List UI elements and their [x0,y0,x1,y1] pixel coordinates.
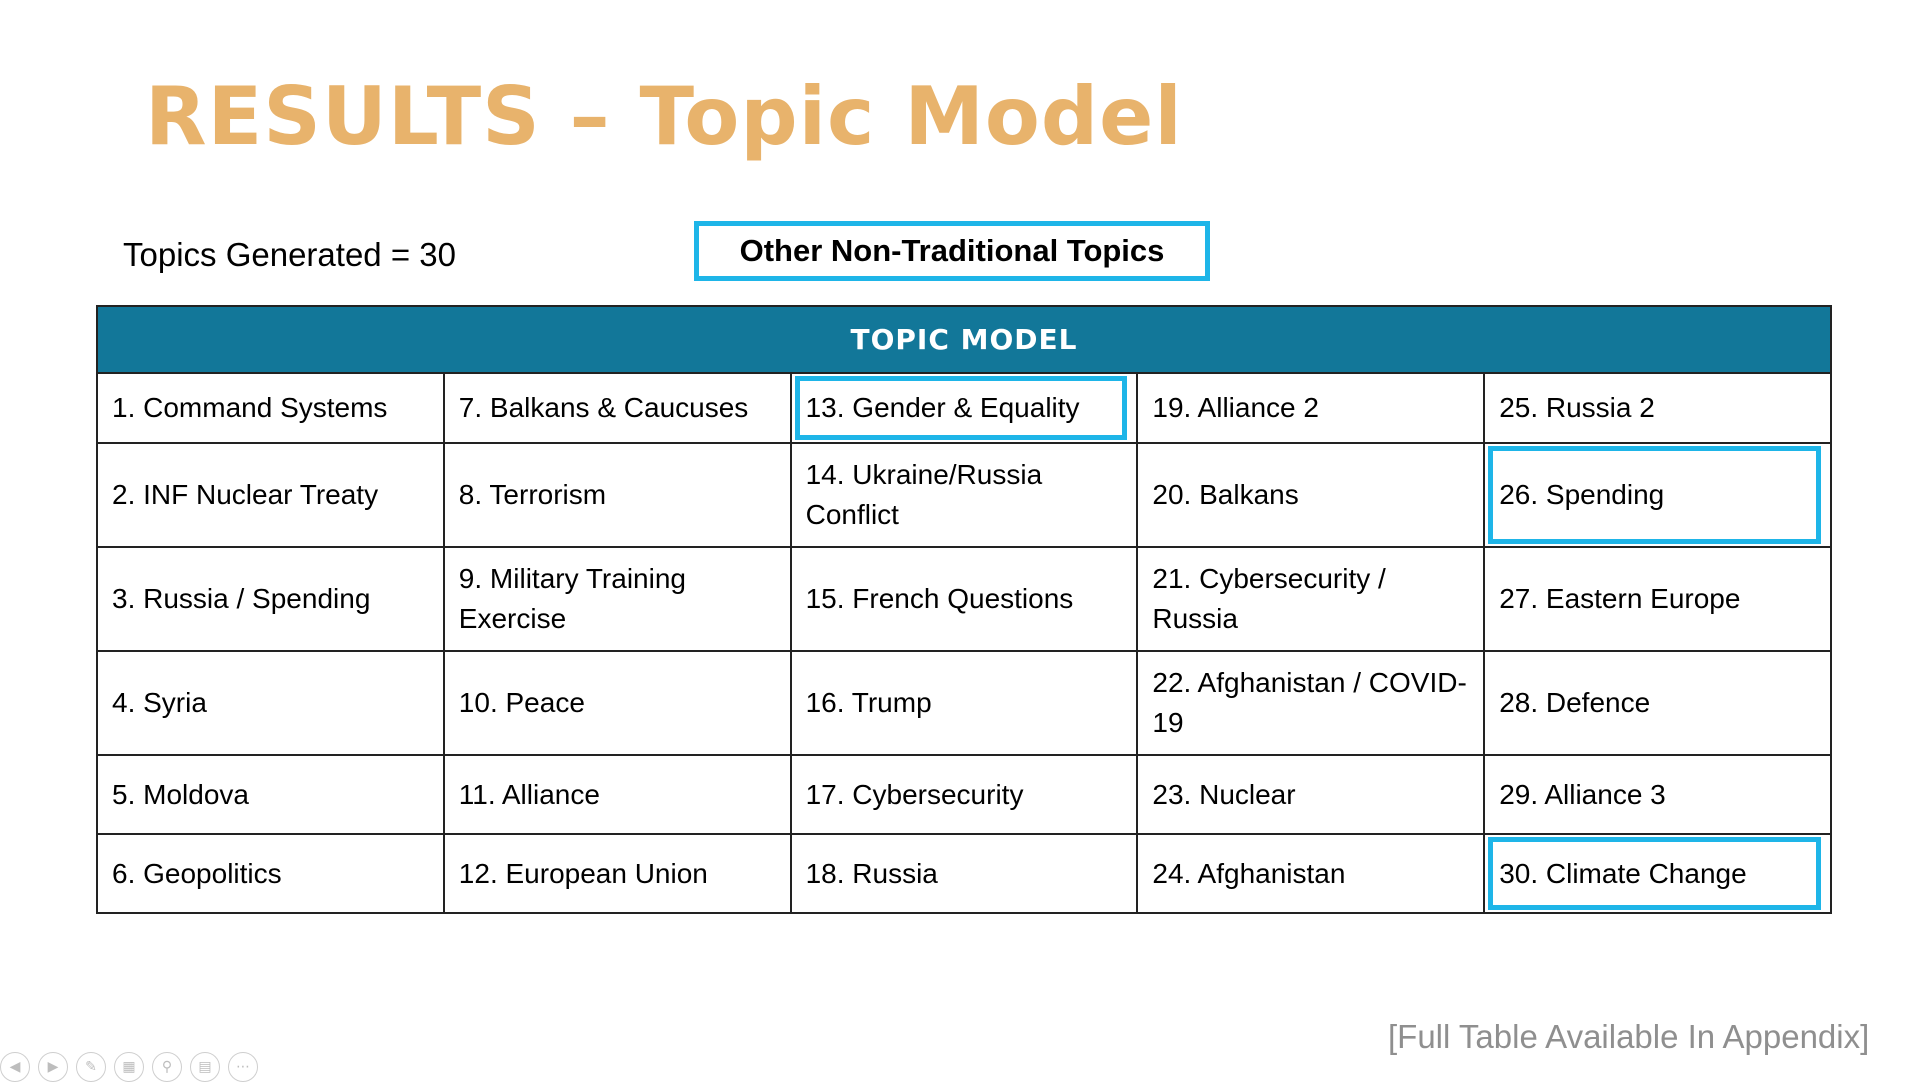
more-icon[interactable]: ⋯ [228,1052,258,1082]
table-cell: 10. Peace [442,650,792,756]
table-cell: 28. Defence [1483,650,1832,756]
table-cell: 21. Cybersecurity / Russia [1136,546,1486,652]
table-row: 2. INF Nuclear Treaty 8. Terrorism 14. U… [96,442,1832,548]
table-cell: 6. Geopolitics [96,833,445,914]
topics-generated-label: Topics Generated = 30 [123,236,456,273]
table-cell: 23. Nuclear [1136,754,1486,835]
table-cell-highlighted: 30. Climate Change [1483,833,1832,914]
table-header: TOPIC MODEL [96,305,1832,374]
table-cell: 20. Balkans [1136,442,1486,548]
table-row: 5. Moldova 11. Alliance 17. Cybersecurit… [96,754,1832,835]
table-cell: 22. Afghanistan / COVID-19 [1136,650,1486,756]
table-cell: 16. Trump [789,650,1139,756]
slide-title: RESULTS – Topic Model [145,70,1183,163]
table-cell: 17. Cybersecurity [789,754,1139,835]
table-cell: 11. Alliance [442,754,792,835]
table-cell: 1. Command Systems [96,372,445,444]
non-traditional-topics-callout: Other Non-Traditional Topics [694,221,1210,281]
topic-model-table: TOPIC MODEL 1. Command Systems 7. Balkan… [96,305,1832,914]
table-cell: 2. INF Nuclear Treaty [96,442,445,548]
table-row: 4. Syria 10. Peace 16. Trump 22. Afghani… [96,650,1832,756]
presenter-controls: ◀ ▶ ✎ ▦ ⚲ ▤ ⋯ [0,1052,258,1084]
table-cell: 9. Military Training Exercise [442,546,792,652]
table-cell: 29. Alliance 3 [1483,754,1832,835]
pen-icon[interactable]: ✎ [76,1052,106,1082]
next-icon[interactable]: ▶ [38,1052,68,1082]
table-cell: 18. Russia [789,833,1139,914]
subtitles-icon[interactable]: ▤ [190,1052,220,1082]
table-cell: 5. Moldova [96,754,445,835]
zoom-icon[interactable]: ⚲ [152,1052,182,1082]
table-cell: 3. Russia / Spending [96,546,445,652]
table-cell: 15. French Questions [789,546,1139,652]
callout-label: Other Non-Traditional Topics [739,233,1165,268]
table-cell-highlighted: 13. Gender & Equality [789,372,1139,444]
table-row: 3. Russia / Spending 9. Military Trainin… [96,546,1832,652]
appendix-footnote: [Full Table Available In Appendix] [1388,1018,1870,1055]
table-row: 6. Geopolitics 12. European Union 18. Ru… [96,833,1832,914]
table-cell: 19. Alliance 2 [1136,372,1486,444]
previous-icon[interactable]: ◀ [0,1052,30,1082]
table-cell-highlighted: 26. Spending [1483,442,1832,548]
table-row: 1. Command Systems 7. Balkans & Caucuses… [96,372,1832,444]
table-cell: 24. Afghanistan [1136,833,1486,914]
table-cell: 25. Russia 2 [1483,372,1832,444]
table-cell: 8. Terrorism [442,442,792,548]
slides-grid-icon[interactable]: ▦ [114,1052,144,1082]
table-cell: 27. Eastern Europe [1483,546,1832,652]
table-cell: 4. Syria [96,650,445,756]
table-cell: 12. European Union [442,833,792,914]
table-cell: 7. Balkans & Caucuses [442,372,792,444]
table-cell: 14. Ukraine/Russia Conflict [789,442,1139,548]
